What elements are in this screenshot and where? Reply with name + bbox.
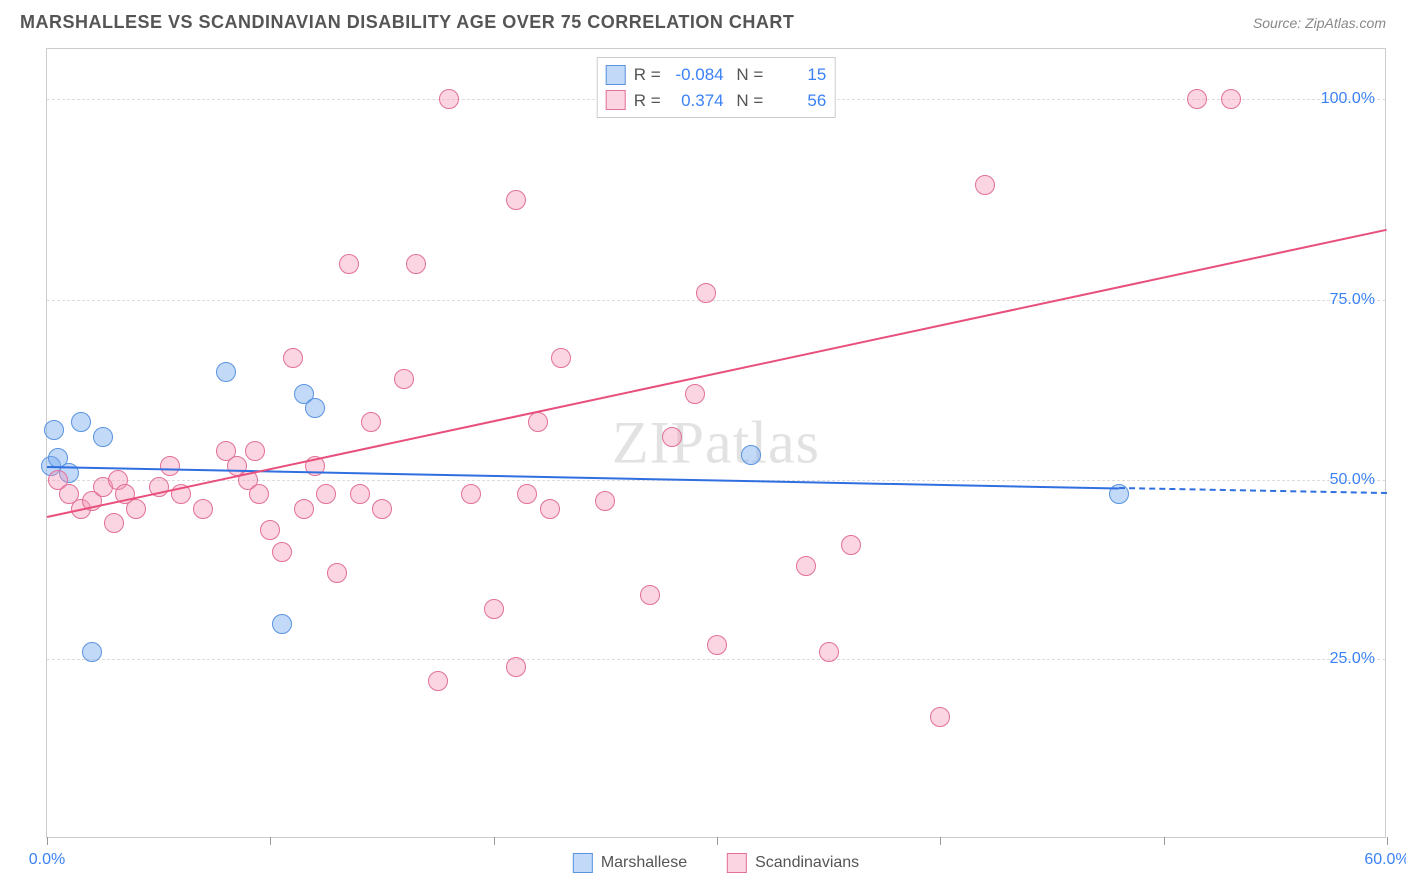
data-point (930, 707, 950, 727)
data-point (272, 542, 292, 562)
data-point (126, 499, 146, 519)
x-tick (940, 837, 941, 845)
data-point (160, 456, 180, 476)
data-point (439, 89, 459, 109)
grid-line (47, 659, 1385, 660)
legend-label-marshallese: Marshallese (601, 854, 687, 872)
data-point (260, 520, 280, 540)
data-point (551, 348, 571, 368)
data-point (696, 283, 716, 303)
swatch-scandinavians (606, 90, 626, 110)
data-point (272, 614, 292, 634)
data-point (741, 445, 761, 465)
data-point (707, 635, 727, 655)
data-point (461, 484, 481, 504)
data-point (245, 441, 265, 461)
data-point (484, 599, 504, 619)
x-tick (717, 837, 718, 845)
data-point (350, 484, 370, 504)
legend-item-marshallese: Marshallese (573, 853, 687, 873)
data-point (506, 190, 526, 210)
data-point (1221, 89, 1241, 109)
data-point (975, 175, 995, 195)
n-label: N = (732, 62, 764, 88)
legend-swatch-scandinavians (727, 853, 747, 873)
r-label: R = (634, 88, 661, 114)
trend-line (47, 229, 1387, 518)
data-point (104, 513, 124, 533)
y-tick-label: 25.0% (1330, 650, 1375, 668)
data-point (294, 499, 314, 519)
r-label: R = (634, 62, 661, 88)
data-point (339, 254, 359, 274)
data-point (819, 642, 839, 662)
data-point (540, 499, 560, 519)
x-tick (494, 837, 495, 845)
data-point (662, 427, 682, 447)
data-point (394, 369, 414, 389)
data-point (193, 499, 213, 519)
data-point (517, 484, 537, 504)
y-tick-label: 100.0% (1321, 90, 1375, 108)
source-value: ZipAtlas.com (1305, 15, 1386, 31)
r-value-marshallese: -0.084 (669, 62, 724, 88)
legend-swatch-marshallese (573, 853, 593, 873)
data-point (44, 420, 64, 440)
data-point (796, 556, 816, 576)
stats-legend: R = -0.084 N = 15 R = 0.374 N = 56 (597, 57, 836, 118)
data-point (361, 412, 381, 432)
data-point (249, 484, 269, 504)
n-label: N = (732, 88, 764, 114)
chart-title: MARSHALLESE VS SCANDINAVIAN DISABILITY A… (20, 12, 794, 33)
x-tick (270, 837, 271, 845)
data-point (283, 348, 303, 368)
data-point (372, 499, 392, 519)
y-tick-label: 50.0% (1330, 471, 1375, 489)
data-point (528, 412, 548, 432)
data-point (82, 642, 102, 662)
data-point (216, 362, 236, 382)
header: MARSHALLESE VS SCANDINAVIAN DISABILITY A… (0, 0, 1406, 41)
data-point (506, 657, 526, 677)
data-point (428, 671, 448, 691)
data-point (841, 535, 861, 555)
data-point (685, 384, 705, 404)
data-point (316, 484, 336, 504)
x-tick (1164, 837, 1165, 845)
legend-item-scandinavians: Scandinavians (727, 853, 859, 873)
legend-label-scandinavians: Scandinavians (755, 854, 859, 872)
chart-area: ZIPatlas 25.0%50.0%75.0%100.0%0.0%60.0% … (46, 48, 1386, 838)
trend-line (47, 466, 1119, 490)
data-point (595, 491, 615, 511)
data-point (71, 412, 91, 432)
source-label: Source: (1253, 15, 1301, 31)
data-point (93, 427, 113, 447)
grid-line (47, 300, 1385, 301)
stats-row-scandinavians: R = 0.374 N = 56 (606, 88, 827, 114)
n-value-scandinavians: 56 (771, 88, 826, 114)
data-point (406, 254, 426, 274)
x-tick-label: 60.0% (1364, 851, 1406, 869)
y-tick-label: 75.0% (1330, 291, 1375, 309)
n-value-marshallese: 15 (771, 62, 826, 88)
plot-area: 25.0%50.0%75.0%100.0%0.0%60.0% (47, 49, 1385, 837)
data-point (305, 398, 325, 418)
bottom-legend: Marshallese Scandinavians (573, 853, 859, 873)
data-point (327, 563, 347, 583)
x-tick (1387, 837, 1388, 845)
data-point (1187, 89, 1207, 109)
x-tick (47, 837, 48, 845)
swatch-marshallese (606, 65, 626, 85)
source-attribution: Source: ZipAtlas.com (1253, 15, 1386, 31)
stats-row-marshallese: R = -0.084 N = 15 (606, 62, 827, 88)
r-value-scandinavians: 0.374 (669, 88, 724, 114)
x-tick-label: 0.0% (29, 851, 65, 869)
data-point (640, 585, 660, 605)
